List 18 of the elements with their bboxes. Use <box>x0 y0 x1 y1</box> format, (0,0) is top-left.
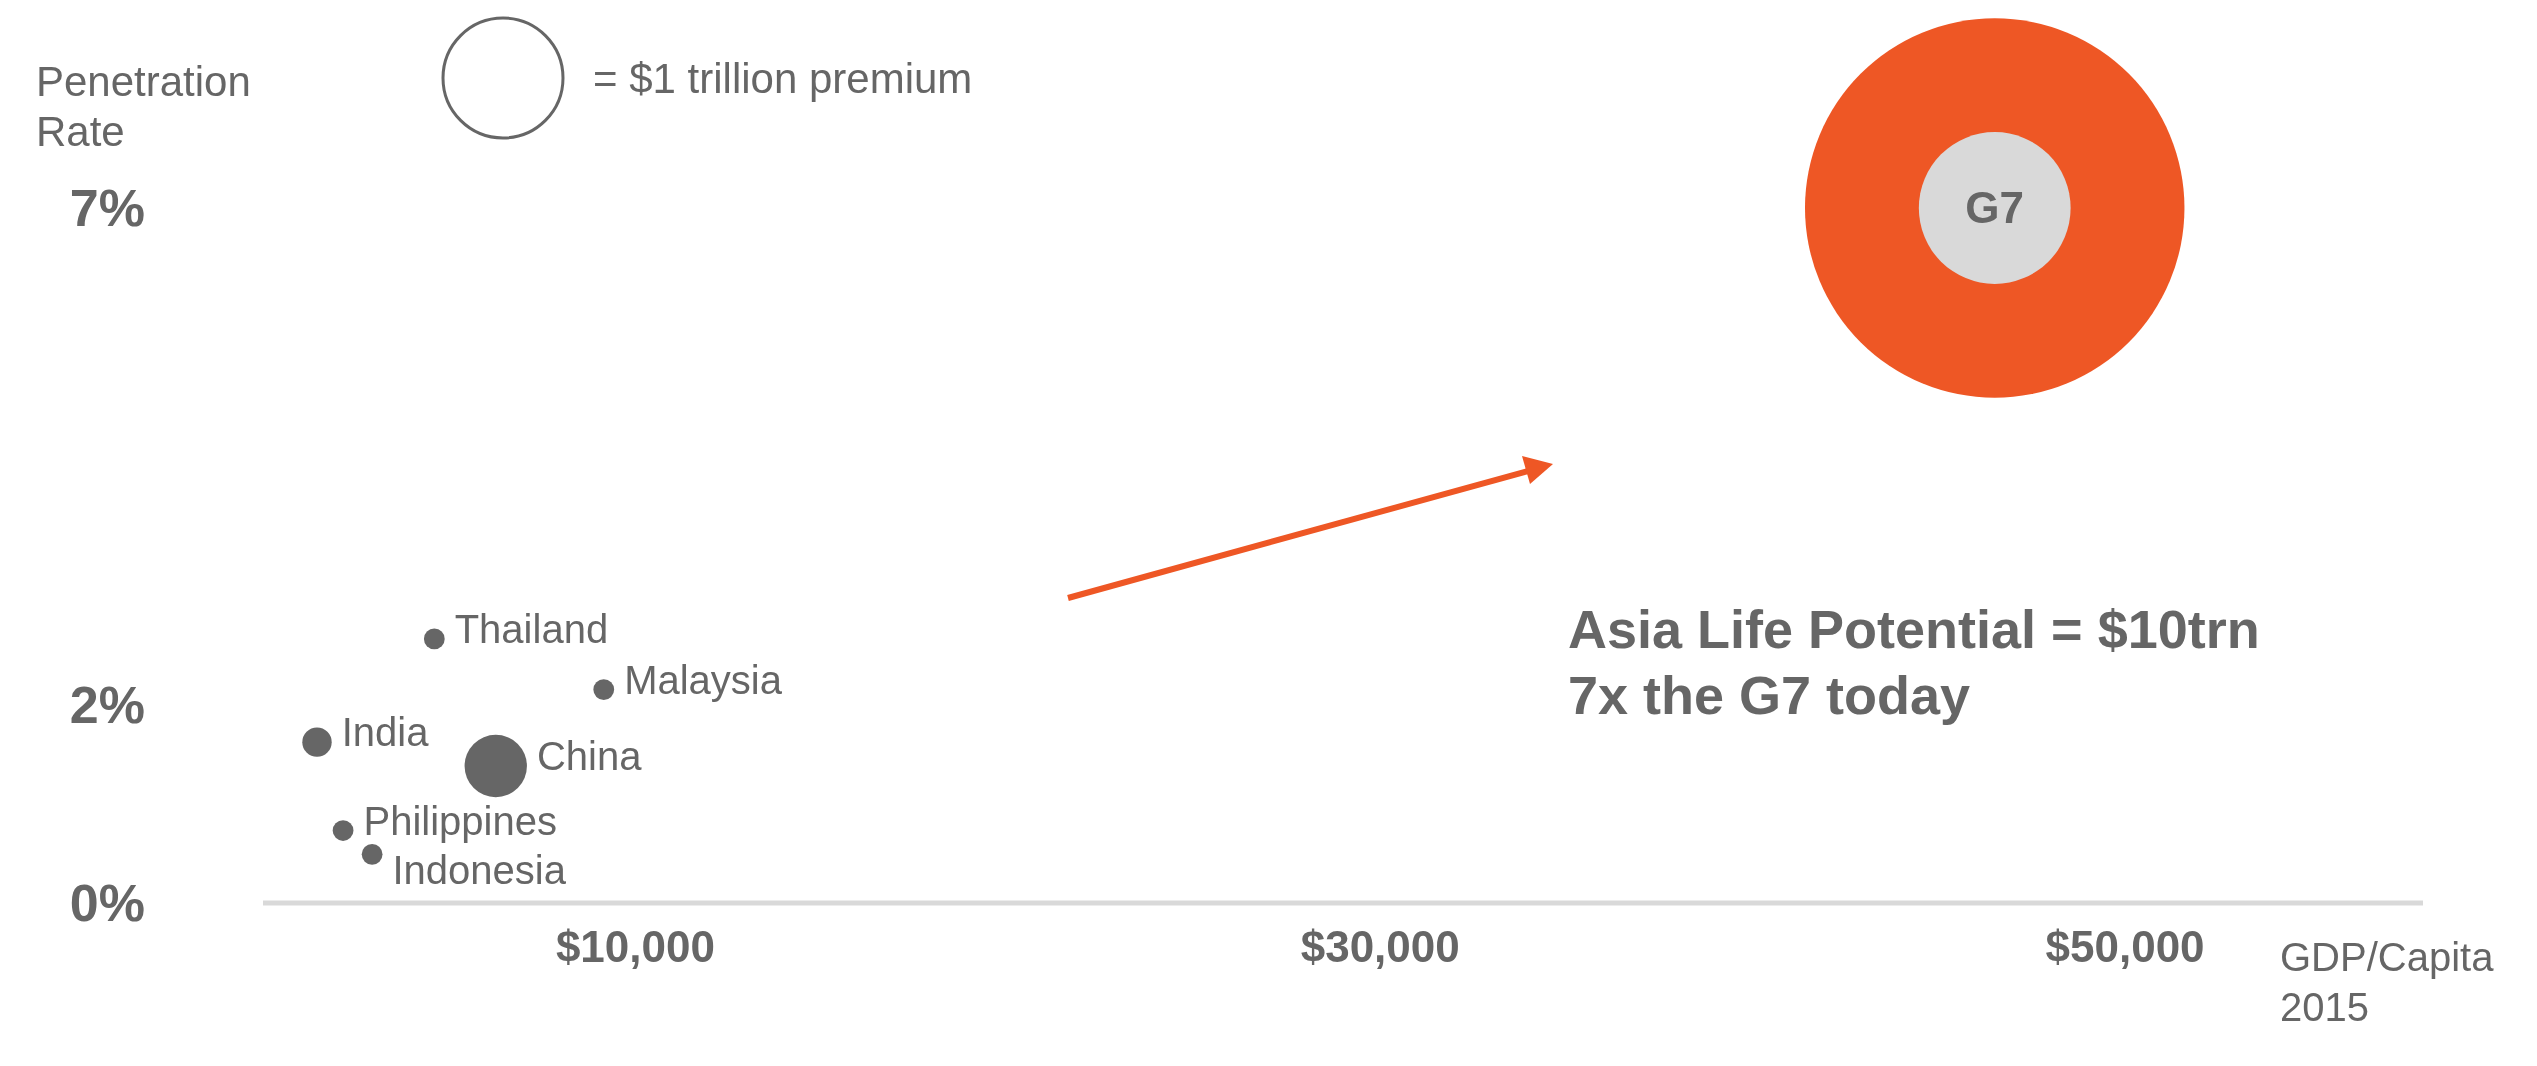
y-tick-label: 2% <box>69 675 145 734</box>
series-label: G7 <box>1965 183 2025 233</box>
y-tick-label: 7% <box>69 179 145 238</box>
y-axis-title: Penetration Rate <box>36 58 251 155</box>
x-tick-label: $50,000 <box>2045 922 2205 972</box>
x-tick-label: $30,000 <box>1300 922 1460 972</box>
y-tick-label: 0% <box>69 874 145 933</box>
x-axis-title: GDP/Capita 2015 <box>2280 935 2495 1029</box>
series-label: India <box>341 710 430 755</box>
annotation: 7x the G7 today <box>1568 665 1971 725</box>
x-tick-label: $10,000 <box>555 922 715 972</box>
series-label: Thailand <box>454 606 609 651</box>
series-label: China <box>536 733 643 778</box>
series-label: Philippines <box>363 798 557 843</box>
series-label: Malaysia <box>624 657 783 702</box>
annotation: Asia Life Potential = $10trn <box>1568 599 2260 659</box>
series-label: Indonesia <box>392 848 567 893</box>
legend-label: = $1 trillion premium <box>593 54 973 102</box>
